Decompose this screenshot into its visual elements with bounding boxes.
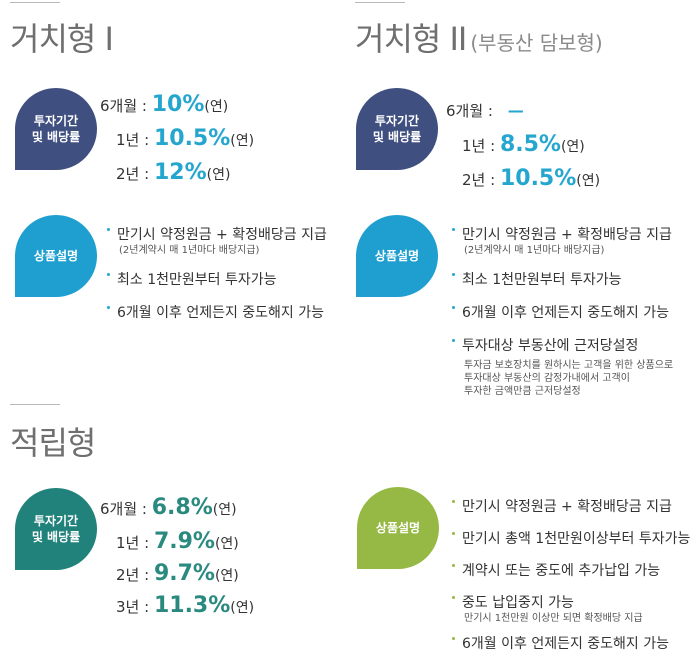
list-item-note: 투자한 금액만큼 근저당설정 xyxy=(464,386,581,397)
description-list: 만기시 약정원금 + 확정배당금 지급 (2년계약시 매 1년마다 배당지급) … xyxy=(451,224,674,398)
rate-row: 2년 : 12%(연) xyxy=(116,160,231,185)
rates-badge: 투자기간 및 배당률 xyxy=(15,488,97,570)
list-item: 만기시 약정원금 + 확정배당금 지급 xyxy=(451,224,673,244)
description-badge: 상품설명 xyxy=(357,487,439,569)
section-divider xyxy=(10,2,60,3)
list-item: 투자대상 부동산에 근저당설정 xyxy=(451,335,673,355)
list-item: 계약시 또는 중도에 추가납입 가능 xyxy=(451,560,690,580)
rate-value: 9.7% xyxy=(153,561,215,586)
rate-row: 1년 : 10.5%(연) xyxy=(116,126,255,151)
description-badge: 상품설명 xyxy=(15,215,97,297)
rate-row: 6개월 : 10%(연) xyxy=(100,92,229,117)
list-item: 만기시 총액 1천만원이상부터 투자가능 xyxy=(451,528,690,548)
list-item: 최소 1천만원부터 투자가능 xyxy=(107,269,327,289)
section-title: 거치형 II (부동산 담보형) xyxy=(355,20,603,58)
rate-value: 6.8% xyxy=(151,495,213,520)
list-item: 6개월 이후 언제든지 중도해지 가능 xyxy=(107,302,327,322)
list-item: 만기시 약정원금 + 확정배당금 지급 xyxy=(107,224,327,244)
rate-row: 6개월 : — xyxy=(446,101,524,120)
rate-value: — xyxy=(507,101,524,120)
rates-badge: 투자기간 및 배당률 xyxy=(15,88,97,170)
list-item-note: (2년계약시 매 1년마다 배당지급) xyxy=(464,245,605,256)
section-title: 적립형 xyxy=(10,424,96,462)
rate-value: 12% xyxy=(153,160,207,185)
section-subtitle: (부동산 담보형) xyxy=(470,31,603,55)
list-item-note: 만기시 1천만원 이상만 되면 확정배당 지급 xyxy=(464,613,643,624)
list-item: 만기시 약정원금 + 확정배당금 지급 xyxy=(451,496,690,516)
section-divider xyxy=(10,404,60,405)
list-item: 최소 1천만원부터 투자가능 xyxy=(451,269,673,289)
list-item: 6개월 이후 언제든지 중도해지 가능 xyxy=(451,302,673,322)
rate-value: 10.5% xyxy=(499,166,577,191)
rate-row: 1년 : 7.9%(연) xyxy=(116,529,239,554)
rate-row: 1년 : 8.5%(연) xyxy=(462,132,585,157)
list-item: 중도 납입중지 가능 xyxy=(451,592,690,612)
rate-value: 7.9% xyxy=(153,529,215,554)
list-item-note: (2년계약시 매 1년마다 배당지급) xyxy=(119,245,260,256)
description-list: 만기시 약정원금 + 확정배당금 지급 (2년계약시 매 1년마다 배당지급) … xyxy=(107,224,327,322)
list-item-note: 투자대상 부동산의 감정가내에서 고객이 xyxy=(464,373,630,384)
rate-row: 2년 : 9.7%(연) xyxy=(116,561,239,586)
rate-value: 10.5% xyxy=(153,126,231,151)
rate-value: 10% xyxy=(151,92,205,117)
section-title: 거치형 I xyxy=(10,20,114,58)
list-item: 6개월 이후 언제든지 중도해지 가능 xyxy=(451,633,690,653)
description-list: 만기시 약정원금 + 확정배당금 지급 만기시 총액 1천만원이상부터 투자가능… xyxy=(451,496,690,653)
rate-row: 6개월 : 6.8%(연) xyxy=(100,495,237,520)
section-divider xyxy=(355,2,405,3)
description-badge: 상품설명 xyxy=(356,215,438,297)
rates-badge: 투자기간 및 배당률 xyxy=(356,88,438,170)
list-item-note: 투자금 보호장치를 원하시는 고객을 위한 상품으로 xyxy=(464,360,674,371)
rate-value: 11.3% xyxy=(153,593,231,618)
rate-row: 3년 : 11.3%(연) xyxy=(116,593,255,618)
rate-row: 2년 : 10.5%(연) xyxy=(462,166,601,191)
rate-value: 8.5% xyxy=(499,132,561,157)
